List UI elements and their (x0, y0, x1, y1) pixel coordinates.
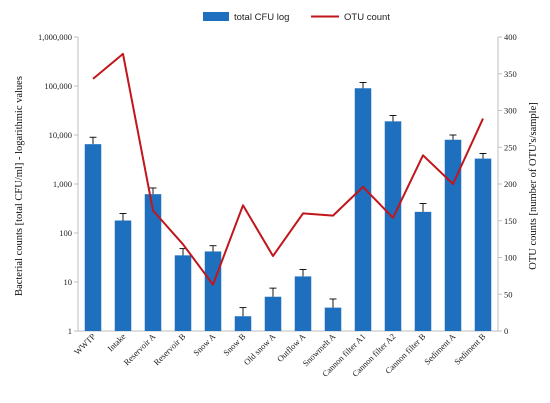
left-y-ticks: 1 10 100 1,000 10,000 100,000 1,000,000 (38, 32, 78, 336)
right-y-ticks: 0 50 100 150 200 250 300 350 400 (498, 32, 517, 336)
left-tick-label: 100 (59, 228, 72, 238)
right-tick-label: 50 (504, 289, 513, 299)
right-tick-label: 400 (504, 32, 517, 42)
left-y-axis-title: Bacterial counts [total CFU/ml] - logari… (14, 76, 25, 296)
legend: total CFU log OTU count (203, 12, 390, 23)
right-tick-label: 150 (504, 216, 517, 226)
left-tick-label: 1,000 (53, 179, 72, 189)
right-tick-label: 350 (504, 69, 517, 79)
bar-intake (114, 220, 132, 331)
left-tick-label: 10,000 (49, 130, 72, 140)
bar-wwtp (84, 144, 102, 331)
error-bars (89, 82, 487, 317)
left-tick-label: 10 (64, 277, 73, 287)
bar-outflow-a (294, 276, 312, 331)
bar-sediment-b (474, 158, 492, 331)
right-y-axis-title: OTU counts [number of OTU's/sample] (528, 102, 539, 270)
bar-reservoir-a (144, 194, 162, 331)
right-tick-label: 0 (504, 326, 508, 336)
otu-count-line (92, 52, 484, 286)
bar-old-snow-a (264, 296, 282, 331)
legend-swatch-bars (203, 12, 229, 21)
bar-reservoir-b (174, 255, 192, 331)
left-tick-label: 1 (68, 326, 72, 336)
bar-sediment-a (444, 139, 462, 331)
bar-snowmelt-a (324, 307, 342, 331)
left-tick-label: 100,000 (44, 81, 72, 91)
right-tick-label: 250 (504, 142, 517, 152)
bar-series (84, 88, 492, 332)
legend-label-line: OTU count (344, 12, 390, 23)
right-tick-label: 200 (504, 179, 517, 189)
bar-snow-b (234, 316, 252, 331)
bar-cannon-filter-b (414, 211, 432, 331)
right-tick-label: 100 (504, 253, 517, 263)
legend-label-bars: total CFU log (234, 12, 289, 23)
left-tick-label: 1,000,000 (38, 32, 72, 42)
right-tick-label: 300 (504, 106, 517, 116)
bar-cannon-filter-a2 (384, 121, 402, 332)
bar-cannon-filter-a1 (354, 88, 372, 331)
bar-snow-a (204, 251, 222, 331)
line-series (92, 52, 484, 286)
